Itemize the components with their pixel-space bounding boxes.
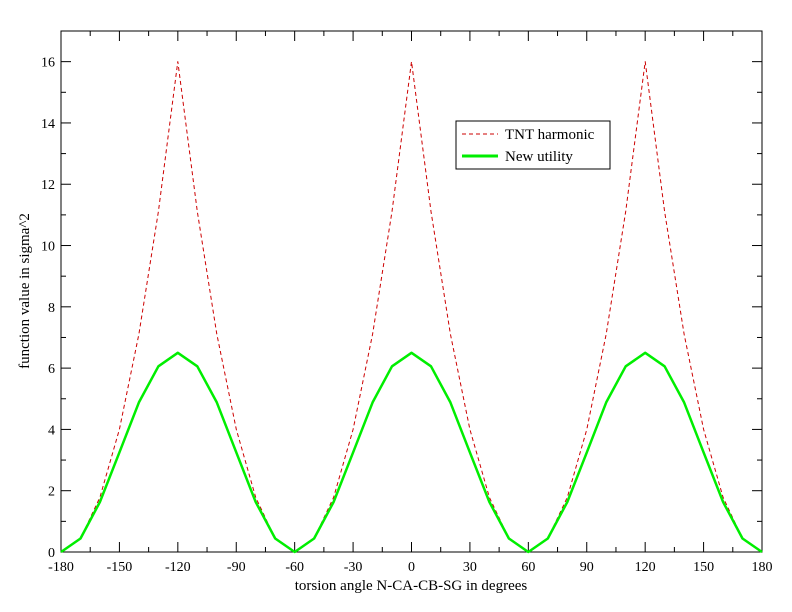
y-tick-label: 14: [41, 117, 55, 132]
x-tick-label: 150: [693, 560, 714, 575]
axis-ticks: -180 -150 -120 -90 -60 -30 0 30 60 90 120 150 180 0 2 4…: [41, 30, 773, 575]
y-tick-label: 2: [48, 485, 55, 500]
y-tick-label: 4: [48, 423, 55, 438]
legend-label-new-utility: New utility: [505, 149, 573, 165]
y-tick-label: 12: [41, 178, 55, 193]
series-line-new-utility: [60, 351, 763, 554]
series-line-tnt-harmonic: [60, 61, 763, 553]
y-tick-label: 6: [48, 362, 55, 377]
x-axis-title: torsion angle N-CA-CB-SG in degrees: [295, 578, 528, 594]
series-layer: [60, 61, 763, 554]
x-tick-label: 180: [752, 560, 773, 575]
x-tick-label: 0: [408, 560, 415, 575]
y-tick-label: 8: [48, 301, 55, 316]
x-tick-label: -180: [48, 560, 74, 575]
x-tick-label: 60: [521, 560, 535, 575]
y-tick-label: 0: [48, 546, 55, 561]
x-tick-label: -30: [344, 560, 363, 575]
x-tick-label: 120: [635, 560, 656, 575]
x-tick-label: -60: [285, 560, 304, 575]
legend-label-tnt-harmonic: TNT harmonic: [505, 127, 595, 143]
x-tick-label: 30: [463, 560, 477, 575]
legend: TNT harmonic New utility: [455, 120, 611, 170]
x-tick-label: -90: [227, 560, 246, 575]
y-tick-label: 10: [41, 240, 55, 255]
x-tick-label: -120: [165, 560, 191, 575]
y-tick-label: 16: [41, 56, 55, 71]
plot-frame: [60, 30, 763, 553]
legend-box: [455, 120, 611, 170]
x-tick-label: -150: [107, 560, 133, 575]
x-tick-label: 90: [580, 560, 594, 575]
y-axis-title: function value in sigma^2: [17, 213, 33, 369]
